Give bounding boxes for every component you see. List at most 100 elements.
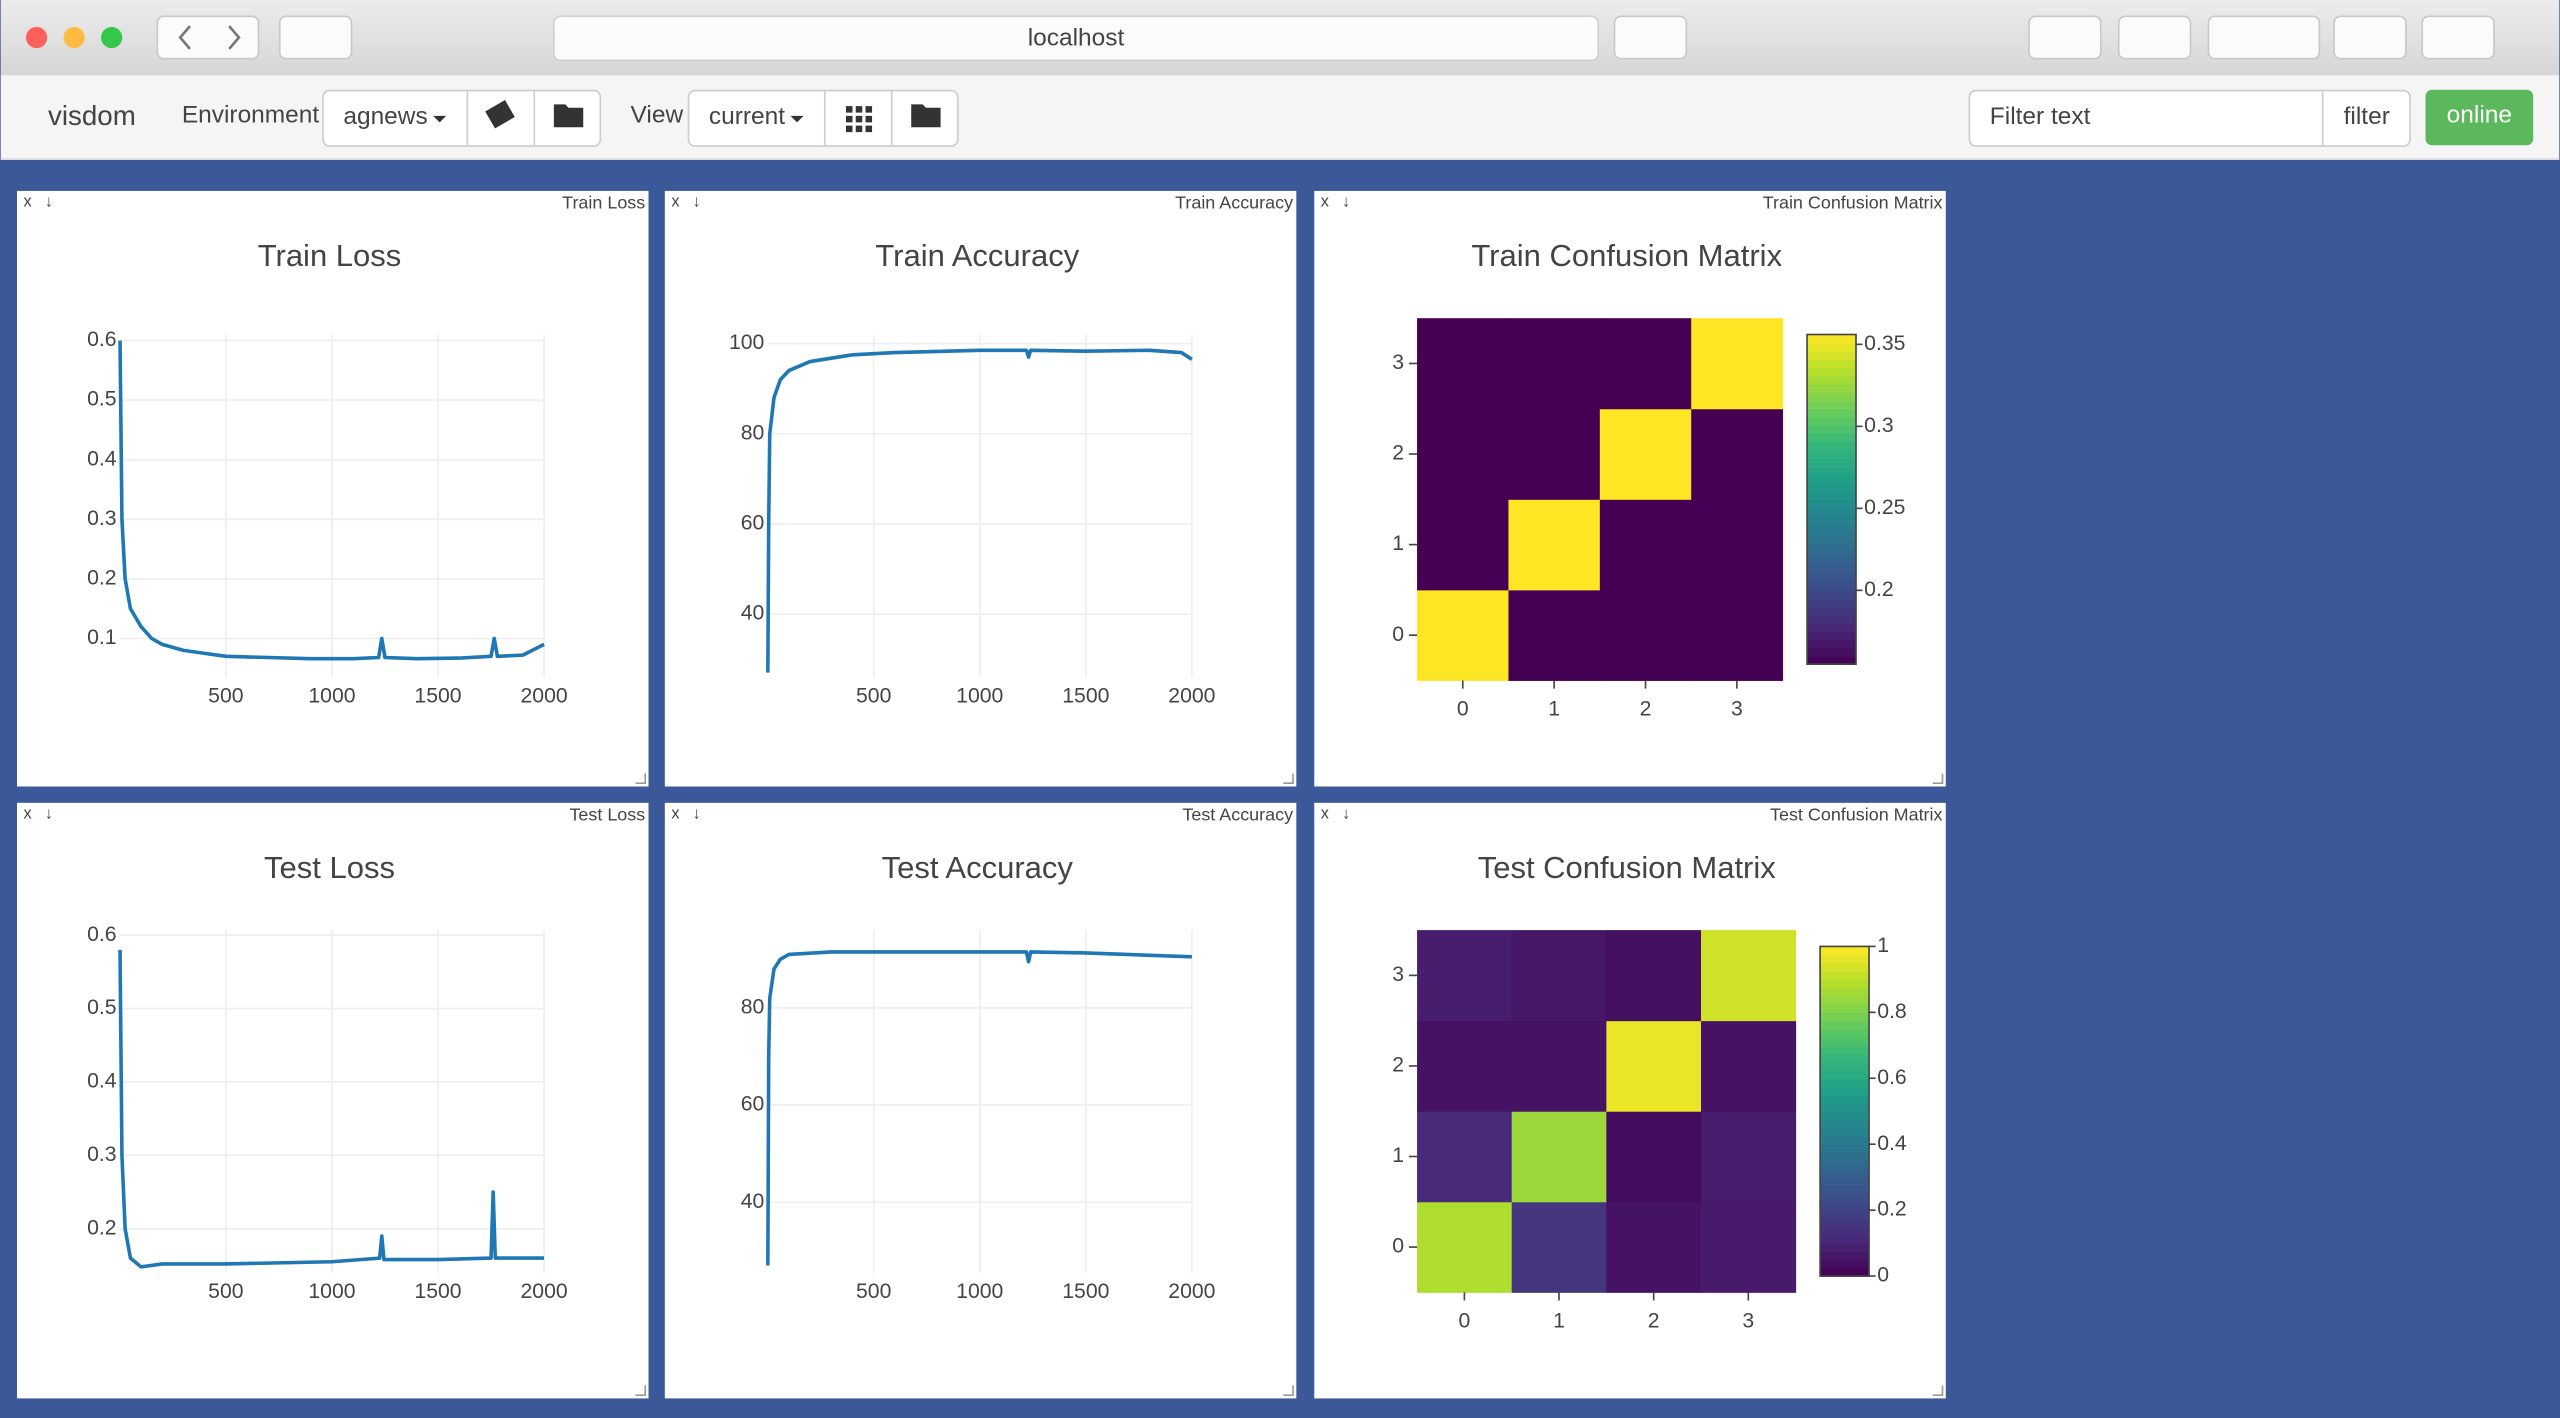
colorbar-segment	[1807, 622, 1857, 632]
heatmap-cell	[1606, 1111, 1702, 1203]
y-tick-label: 2	[1392, 442, 1404, 465]
colorbar-tick-label: 1	[1877, 934, 1889, 957]
x-tick-label: 3	[1731, 697, 1743, 720]
open-view-button[interactable]	[911, 104, 941, 128]
share-button[interactable]	[2333, 15, 2407, 60]
heatmap-cell	[1508, 318, 1601, 410]
sidebar-button[interactable]	[278, 15, 353, 60]
colorbar-segment	[1820, 1045, 1870, 1055]
pane-download[interactable]: ↓	[693, 805, 701, 823]
pane-close[interactable]: x	[1321, 193, 1329, 211]
brand[interactable]: visdom	[48, 100, 136, 131]
pane-close[interactable]: x	[24, 193, 32, 211]
status-button[interactable]	[2425, 89, 2534, 146]
heatmap-cell	[1700, 1020, 1797, 1112]
colorbar-segment	[1820, 946, 1870, 956]
colorbar-segment	[1820, 1160, 1870, 1170]
colorbar-segment	[1807, 548, 1857, 558]
tabs-button[interactable]	[2421, 15, 2495, 60]
text-size-button[interactable]	[2207, 15, 2321, 60]
address-bar[interactable]	[553, 15, 1600, 62]
heatmap-cell	[1417, 930, 1513, 1022]
colorbar-segment	[1807, 589, 1857, 600]
colorbar-segment	[1820, 1078, 1870, 1088]
heatmap-cell	[1700, 1201, 1797, 1293]
colorbar-segment	[1807, 524, 1857, 534]
colorbar-segment	[1820, 1102, 1870, 1113]
colorbar-segment	[1820, 1053, 1870, 1063]
colorbar-segment	[1820, 1004, 1870, 1014]
heatmap-cell	[1606, 1020, 1702, 1112]
colorbar-segment	[1820, 995, 1870, 1005]
pane-download[interactable]: ↓	[45, 805, 53, 823]
filter-input[interactable]	[1968, 89, 2411, 147]
y-tick-label: 40	[741, 1190, 765, 1213]
nav-buttons[interactable]	[156, 15, 260, 60]
x-tick-label: 1500	[1062, 1280, 1109, 1303]
colorbar-tick-label: 0.8	[1877, 1000, 1906, 1023]
download-button[interactable]	[2028, 15, 2102, 60]
colorbar-segment	[1807, 532, 1857, 542]
filter-placeholder: Filter text	[1990, 103, 2091, 130]
colorbar-segment	[1807, 383, 1857, 394]
pane-label: Test Loss	[569, 805, 645, 825]
colorbar-segment	[1807, 334, 1857, 344]
maximize-window[interactable]	[101, 26, 123, 49]
x-tick-label: 500	[856, 684, 891, 707]
y-tick-label: 2	[1392, 1054, 1404, 1077]
extension-button[interactable]	[2117, 15, 2192, 60]
pane-download[interactable]: ↓	[1342, 193, 1350, 211]
colorbar-segment	[1807, 499, 1857, 509]
pane-download[interactable]: ↓	[1342, 805, 1350, 823]
colorbar-segment	[1807, 425, 1857, 435]
y-tick-label: 60	[741, 1093, 765, 1116]
pane-close[interactable]: x	[1321, 805, 1329, 823]
colorbar-segment	[1807, 400, 1857, 410]
filter-button[interactable]: filter	[2344, 103, 2390, 130]
pane-close[interactable]: x	[671, 805, 679, 823]
minimize-window[interactable]	[63, 26, 85, 49]
colorbar-segment	[1820, 1061, 1870, 1071]
open-button[interactable]	[553, 104, 584, 128]
view-select[interactable]: current	[709, 103, 785, 130]
heatmap-cell	[1417, 1111, 1513, 1203]
clear-button[interactable]	[485, 100, 515, 129]
colorbar-segment	[1807, 458, 1857, 468]
colorbar-segment	[1820, 987, 1870, 997]
colorbar-segment	[1807, 367, 1857, 377]
colorbar-segment	[1807, 581, 1857, 591]
heatmap-cell	[1511, 930, 1607, 1022]
close-window[interactable]	[25, 26, 48, 49]
colorbar-segment	[1820, 1193, 1870, 1203]
colorbar-segment	[1820, 1094, 1870, 1104]
environment-select[interactable]: agnews	[343, 103, 427, 130]
colorbar-segment	[1820, 1210, 1870, 1220]
colorbar-segment	[1820, 1111, 1870, 1121]
home-button[interactable]	[1613, 15, 1688, 60]
colorbar-segment	[1820, 1119, 1870, 1129]
pane-download[interactable]: ↓	[693, 193, 701, 211]
y-tick-label: 1	[1392, 1144, 1404, 1167]
line-series	[118, 949, 545, 1269]
colorbar-segment	[1820, 1226, 1870, 1236]
y-tick-label: 0.3	[87, 507, 116, 530]
y-tick-label: 3	[1392, 351, 1404, 374]
pane-download[interactable]: ↓	[45, 193, 53, 211]
y-tick-label: 80	[741, 995, 765, 1018]
colorbar-segment	[1807, 557, 1857, 567]
x-tick-label: 1	[1553, 1309, 1565, 1332]
heatmap-cell	[1417, 408, 1509, 500]
pane-label: Train Accuracy	[1175, 193, 1293, 213]
pane-close[interactable]: x	[671, 193, 679, 211]
colorbar-segment	[1820, 971, 1870, 981]
colorbar-tick-label: 0.2	[1877, 1198, 1906, 1221]
chart-title: Test Loss	[264, 850, 395, 885]
grid-button[interactable]	[845, 106, 873, 133]
colorbar-tick-label: 0.6	[1877, 1066, 1906, 1089]
pane-label: Test Confusion Matrix	[1770, 805, 1942, 825]
pane-close[interactable]: x	[24, 805, 32, 823]
heatmap-cell	[1508, 408, 1601, 500]
colorbar-tick-label: 0	[1877, 1264, 1889, 1287]
colorbar-segment	[1807, 375, 1857, 385]
